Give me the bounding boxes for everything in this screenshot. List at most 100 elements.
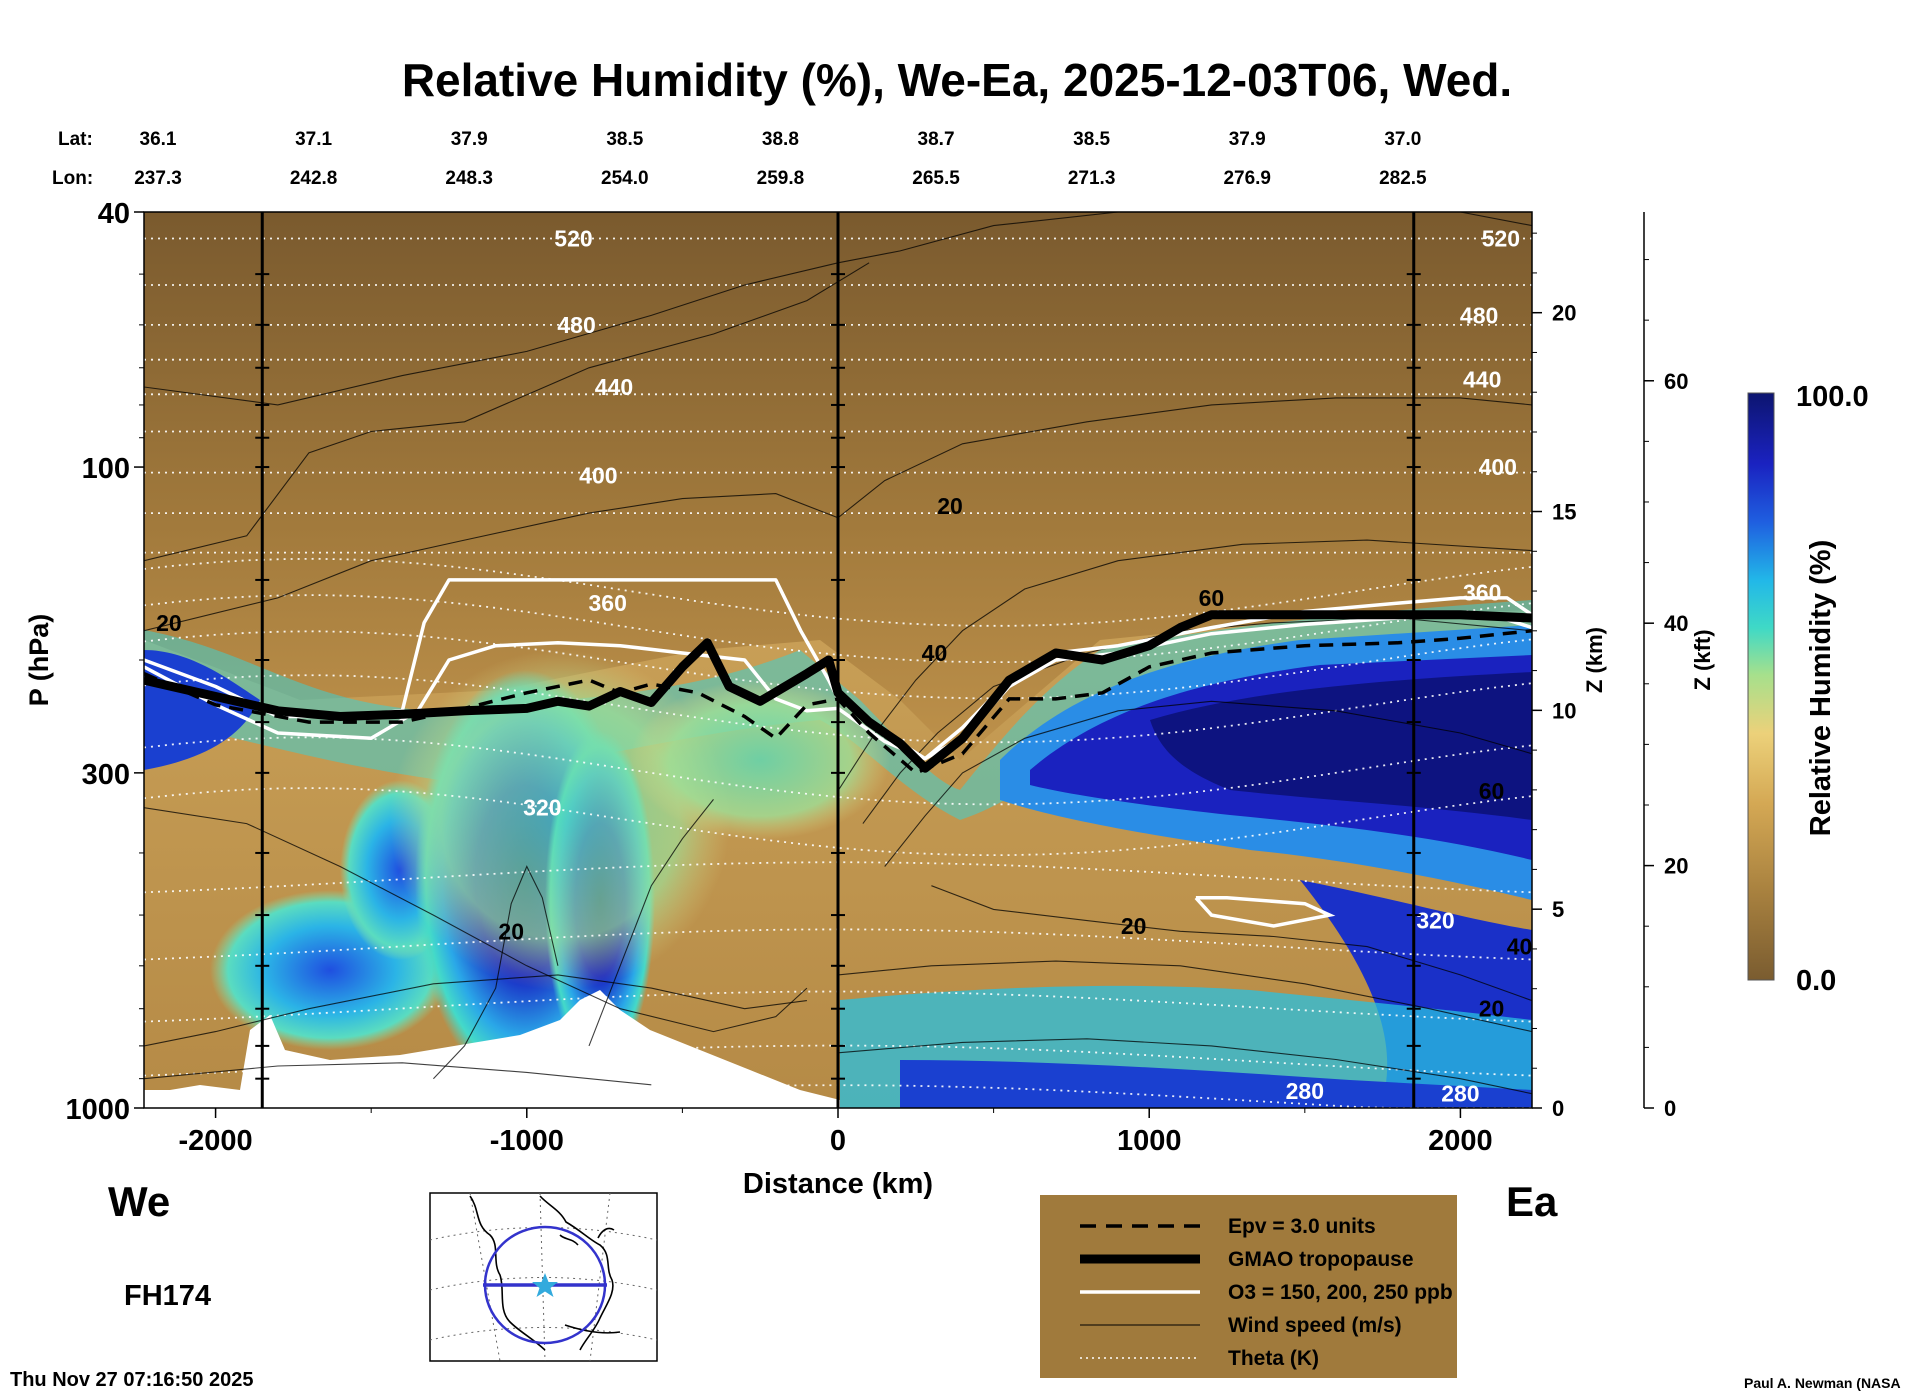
theta-label: 280	[1441, 1081, 1479, 1107]
vertical-reference-lines	[255, 212, 1421, 1108]
x-axis-label: Distance (km)	[743, 1168, 933, 1200]
y-tick-label: 1000	[65, 1094, 130, 1126]
wind-label: 60	[1479, 778, 1505, 804]
x-tick-label: 0	[830, 1125, 846, 1157]
lon-value: 242.8	[290, 168, 338, 189]
x-tick-label: 2000	[1428, 1125, 1493, 1157]
x-tick-label: 1000	[1117, 1125, 1182, 1157]
y-axis-label: P (hPa)	[24, 614, 54, 707]
theta-label: 520	[1482, 226, 1520, 252]
x-tick-label: -2000	[178, 1125, 252, 1157]
lon-value: 271.3	[1068, 168, 1116, 189]
timestamp: Thu Nov 27 07:16:50 2025	[10, 1369, 253, 1391]
wind-line	[931, 885, 1532, 1002]
theta-label: 320	[1416, 908, 1454, 934]
wind-label: 40	[922, 640, 948, 666]
lat-value: 37.9	[1229, 129, 1266, 150]
lat-value: 38.5	[1073, 129, 1110, 150]
forecast-hour: FH174	[124, 1280, 211, 1312]
z-kft-tick-label: 40	[1664, 611, 1688, 636]
lon-value: 282.5	[1379, 168, 1427, 189]
theta-label: 520	[554, 226, 592, 252]
ozone-line	[1194, 896, 1336, 928]
wind-line	[884, 700, 1532, 867]
theta-label: 480	[1460, 302, 1498, 328]
z-kft-tick-label: 0	[1664, 1096, 1676, 1121]
epv-line	[144, 628, 1532, 775]
colorbar-max: 100.0	[1796, 381, 1869, 413]
lon-value: 237.3	[134, 168, 182, 189]
theta-label: 320	[523, 795, 561, 821]
colorbar-min: 0.0	[1796, 965, 1836, 997]
theta-line	[144, 674, 1532, 744]
theta-label: 360	[1463, 580, 1501, 606]
inset-map	[429, 1192, 658, 1362]
x-axis: -2000 -1000 0 1000 2000	[178, 1108, 1493, 1157]
theta-label: 440	[1463, 366, 1501, 392]
wind-label: 20	[1479, 996, 1505, 1022]
lat-value: 37.1	[295, 129, 332, 150]
wind-line	[144, 1062, 652, 1086]
legend-label-ozone: O3 = 150, 200, 250 ppb	[1228, 1281, 1453, 1304]
theta-label: 440	[595, 374, 633, 400]
z-kft-label: Z (kft)	[1690, 629, 1715, 690]
west-end-label: We	[108, 1178, 170, 1225]
theta-label: 360	[589, 590, 627, 616]
wind-line	[144, 262, 870, 562]
x-tick-label: -1000	[490, 1125, 564, 1157]
theta-labels: 520 480 440 400 360 320 280 520 480 440 400 360 320 2…	[523, 226, 1520, 1107]
wind-labels: 20 20 40 60 60 20 20 40 20	[156, 493, 1532, 1022]
z-km-tick-label: 10	[1552, 698, 1576, 723]
theta-line	[144, 787, 1532, 856]
theta-line	[144, 557, 1532, 627]
terrain	[144, 990, 840, 1108]
lon-value: 248.3	[445, 168, 493, 189]
wind-label: 20	[156, 610, 182, 636]
z-km-axis: 0 5 10 15 20	[1532, 232, 1576, 1121]
east-saturated-inner	[1150, 672, 1532, 820]
west-edge-moist	[144, 650, 260, 770]
east-end-label: Ea	[1506, 1178, 1558, 1225]
wind-label: 20	[1121, 913, 1147, 939]
tropopause-line	[144, 610, 1532, 773]
chart-title: Relative Humidity (%), We-Ea, 2025-12-03…	[402, 54, 1512, 106]
theta-line	[144, 736, 1532, 806]
z-km-tick-label: 20	[1552, 301, 1576, 326]
east-boundary-layer-deep	[900, 1060, 1532, 1108]
wind-line	[588, 799, 714, 1047]
lat-value: 37.0	[1384, 129, 1421, 150]
legend: Epv = 3.0 units GMAO tropopause O3 = 150…	[1040, 1195, 1457, 1378]
lon-label: Lon:	[52, 168, 93, 189]
y-tick-label: 100	[82, 453, 130, 485]
lon-value: 265.5	[912, 168, 960, 189]
lat-value: 38.7	[918, 129, 955, 150]
lat-value: 38.5	[606, 129, 643, 150]
theta-label: 280	[1286, 1078, 1324, 1104]
wind-line	[433, 865, 559, 1080]
z-kft-tick-label: 60	[1664, 369, 1688, 394]
legend-label-theta: Theta (K)	[1228, 1347, 1319, 1370]
latlon-header: Lat: Lon: 36.1 37.1 37.9 38.5 38.8 38.7 38.5 37…	[52, 129, 1427, 189]
z-km-tick-label: 15	[1552, 500, 1576, 525]
z-kft-axis: 0 20 40 60	[1643, 212, 1688, 1121]
wind-line	[144, 974, 807, 1047]
lat-label: Lat:	[58, 129, 93, 150]
wind-label: 20	[498, 918, 524, 944]
lon-value: 254.0	[601, 168, 649, 189]
wind-label: 40	[1507, 934, 1533, 960]
theta-line	[144, 594, 1532, 663]
colorbar	[1747, 392, 1775, 981]
lat-value: 36.1	[140, 129, 177, 150]
lat-value: 38.8	[762, 129, 799, 150]
y-tick-label: 40	[98, 198, 130, 230]
wind-line	[144, 807, 808, 1033]
wind-label: 60	[1199, 585, 1225, 611]
theta-label: 480	[557, 312, 595, 338]
y-tick-label: 300	[82, 759, 130, 791]
z-km-tick-label: 5	[1552, 897, 1564, 922]
upper-cyan-blob	[630, 680, 890, 840]
credit: Paul A. Newman (NASA	[1744, 1375, 1901, 1391]
theta-label: 400	[579, 462, 617, 488]
theta-label: 400	[1479, 454, 1517, 480]
